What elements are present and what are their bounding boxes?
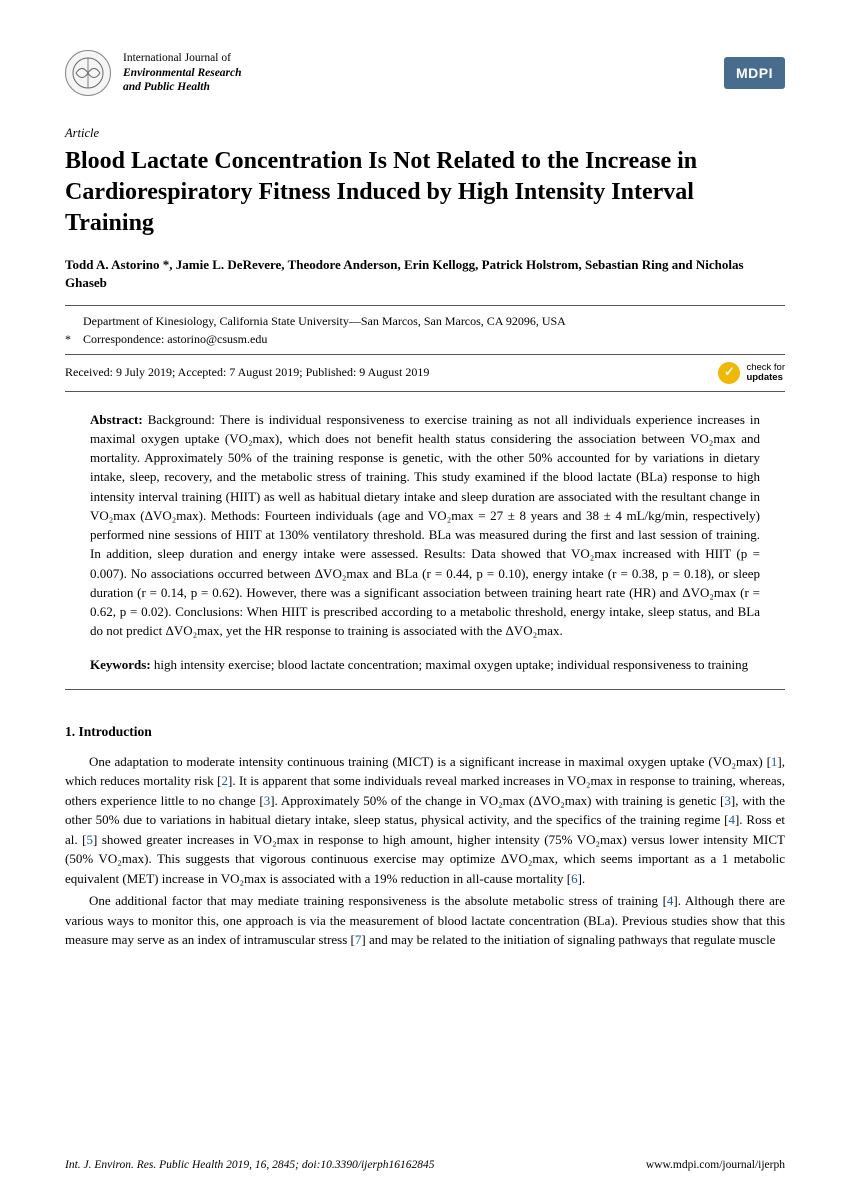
keywords-label: Keywords: [90,657,151,672]
abstract-label: Abstract: [90,412,143,427]
journal-line1: International Journal of [123,51,242,65]
intro-para-2: One additional factor that may mediate t… [65,891,785,950]
article-type: Article [65,124,785,142]
journal-name: International Journal of Environmental R… [123,51,242,94]
keywords: Keywords: high intensity exercise; blood… [65,656,785,690]
page-header: International Journal of Environmental R… [65,50,785,96]
check-icon: ✓ [718,362,740,384]
correspondence-text: Correspondence: astorino@csusm.edu [83,330,267,348]
journal-line2: Environmental Research [123,66,242,80]
affiliation-block: Department of Kinesiology, California St… [65,305,785,348]
check-text: check for updates [746,363,785,383]
pub-dates: Received: 9 July 2019; Accepted: 7 Augus… [65,364,429,381]
page-footer: Int. J. Environ. Res. Public Health 2019… [65,1157,785,1174]
check-updates-button[interactable]: ✓ check for updates [718,362,785,384]
article-title: Blood Lactate Concentration Is Not Relat… [65,146,785,238]
journal-line3: and Public Health [123,80,242,94]
affil-marker [65,312,77,330]
journal-block: International Journal of Environmental R… [65,50,242,96]
publisher-logo: MDPI [724,57,785,89]
abstract: Abstract: Background: There is individua… [65,410,785,641]
section-heading-intro: 1. Introduction [65,722,785,742]
intro-para-1: One adaptation to moderate intensity con… [65,752,785,889]
corr-marker: * [65,330,77,348]
affiliation-text: Department of Kinesiology, California St… [83,312,566,330]
footer-citation: Int. J. Environ. Res. Public Health 2019… [65,1157,434,1174]
keywords-text: high intensity exercise; blood lactate c… [154,657,748,672]
dates-row: Received: 9 July 2019; Accepted: 7 Augus… [65,354,785,392]
author-list: Todd A. Astorino *, Jamie L. DeRevere, T… [65,256,785,292]
abstract-text: Background: There is individual responsi… [90,412,760,639]
footer-url: www.mdpi.com/journal/ijerph [646,1157,785,1174]
journal-logo-icon [65,50,111,96]
